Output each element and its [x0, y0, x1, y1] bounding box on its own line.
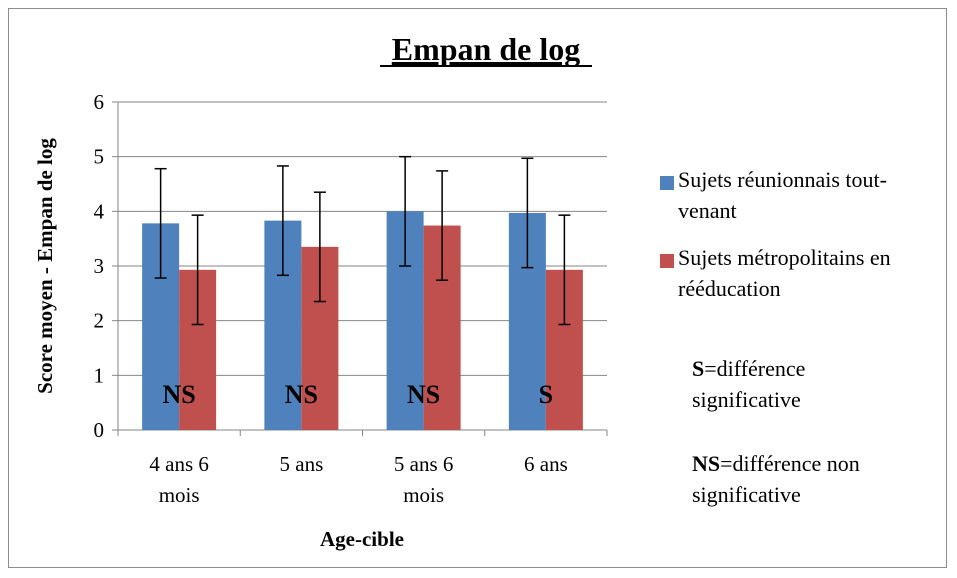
y-tick-label: 1: [94, 363, 105, 387]
y-tick-label: 2: [94, 309, 105, 333]
y-tick-label: 5: [94, 145, 105, 169]
note-not-significant: NS=différence non significative: [692, 448, 860, 510]
y-tick-label: 4: [94, 199, 105, 223]
y-tick-label: 0: [94, 418, 105, 442]
significance-label-3: NS: [407, 380, 440, 409]
note-ns-text2: significative: [692, 482, 801, 507]
y-tick-label: 3: [94, 254, 105, 278]
note-s-text2: significative: [692, 387, 801, 412]
note-s-text: =différence: [704, 356, 806, 381]
legend-label-series-1: Sujets réunionnais tout-venant: [678, 167, 887, 223]
legend-swatch-series-2: [660, 254, 674, 268]
x-tick-label: 5 ans: [280, 452, 324, 476]
significance-label-4: S: [539, 380, 553, 409]
note-ns-key: NS: [692, 451, 721, 476]
note-s-key: S: [692, 356, 705, 381]
x-tick-label: mois: [159, 483, 200, 507]
legend-swatch-series-1: [660, 176, 674, 190]
note-ns-text: =différence non: [720, 451, 860, 476]
x-axis-label: Age-cible: [320, 527, 404, 551]
note-significant: S=différence significative: [692, 353, 805, 415]
x-tick-label: mois: [403, 483, 444, 507]
y-axis-label: Score moyen - Empan de log: [33, 138, 57, 394]
x-tick-label: 5 ans 6: [394, 452, 454, 476]
y-tick-label: 6: [94, 90, 105, 114]
significance-label-1: NS: [163, 380, 196, 409]
x-tick-label: 4 ans 6: [149, 452, 209, 476]
chart-title: Empan de log: [392, 31, 580, 67]
legend-label-series-2: Sujets métropolitains en rééducation: [678, 245, 891, 301]
significance-label-2: NS: [285, 380, 318, 409]
x-tick-label: 6 ans: [524, 452, 568, 476]
